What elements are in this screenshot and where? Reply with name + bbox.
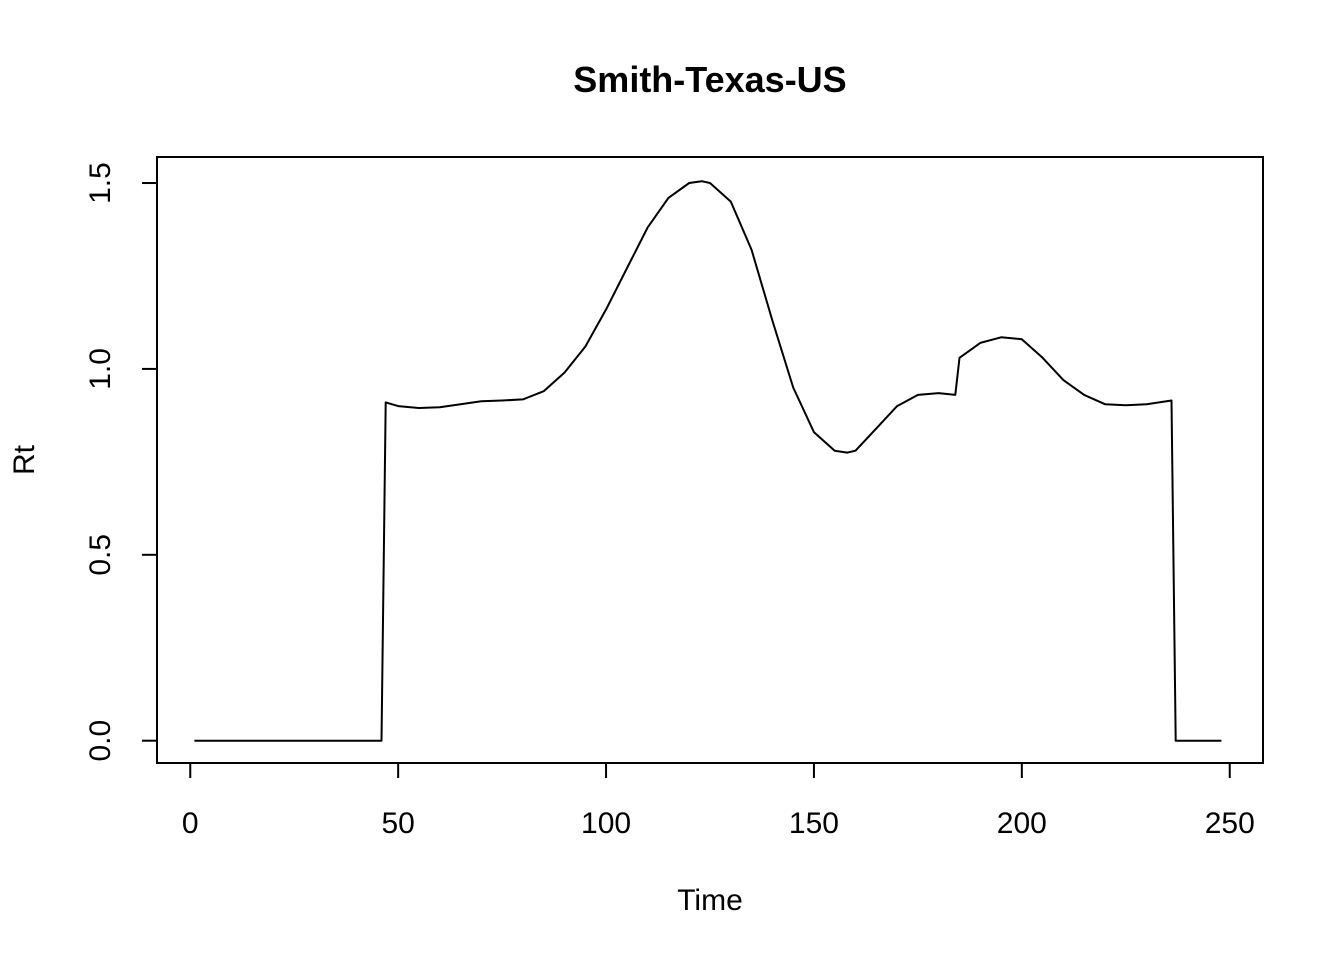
- x-axis: 0 50 100 150 200 250: [182, 762, 1255, 840]
- y-tick-label: 0.5: [84, 534, 117, 576]
- x-tick-label: 0: [182, 807, 199, 840]
- x-tick-label: 50: [381, 807, 414, 840]
- y-axis-label: Rt: [8, 444, 41, 475]
- x-tick-label: 150: [789, 807, 839, 840]
- chart-title: Smith-Texas-US: [573, 59, 846, 100]
- x-tick-label: 100: [581, 807, 631, 840]
- y-tick-label: 0.0: [84, 720, 117, 762]
- y-tick-label: 1.0: [84, 348, 117, 390]
- y-tick-label: 1.5: [84, 162, 117, 204]
- series-line: [194, 180, 1222, 742]
- series-layer: [194, 180, 1222, 742]
- x-tick-label: 250: [1205, 807, 1255, 840]
- x-tick-label: 200: [997, 807, 1047, 840]
- plot-frame: [156, 156, 1264, 764]
- x-axis-label: Time: [677, 884, 743, 917]
- y-axis: 0.0 0.5 1.0 1.5: [84, 162, 158, 762]
